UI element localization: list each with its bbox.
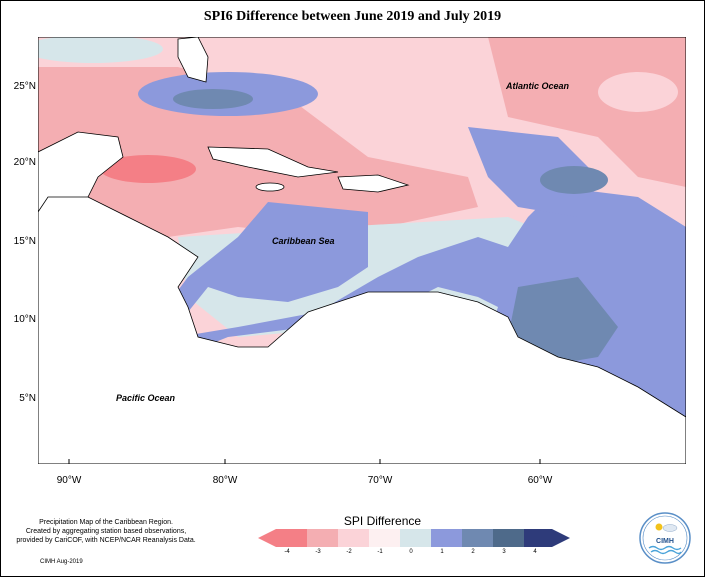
neutral-patch-gulf <box>38 37 163 63</box>
label-atlantic-ocean: Atlantic Ocean <box>506 81 570 91</box>
land-cuba <box>207 146 339 178</box>
lon-label-80w: 80°W <box>212 475 238 486</box>
lon-label-90w: 90°W <box>56 475 82 486</box>
lon-label-60w: 60°W <box>527 475 553 486</box>
logo-text: CIMH <box>656 538 674 545</box>
precipitation-map <box>38 37 686 464</box>
lat-label-15n: 15°N <box>13 236 36 247</box>
legend-colorbar <box>258 529 570 547</box>
light-patch-atlantic <box>598 72 678 112</box>
legend-tick-4: 4 <box>533 549 537 555</box>
legend-swatch-4 <box>369 529 400 547</box>
legend-tick-2: 2 <box>471 549 475 555</box>
cloud-icon <box>662 524 678 532</box>
legend-swatch-8 <box>493 529 524 547</box>
sun-icon <box>655 523 663 531</box>
legend-tick-m3: -3 <box>315 549 321 555</box>
map-title: SPI6 Difference between June 2019 and Ju… <box>203 9 502 24</box>
credit-line-3: provided by CariCOF, with NCEP/NCAR Rean… <box>16 537 196 544</box>
cimh-logo: CIMH <box>639 512 691 564</box>
land-hispaniola <box>337 174 410 193</box>
legend-tick-3: 3 <box>502 549 506 555</box>
lon-label-70w: 70°W <box>367 475 393 486</box>
legend-swatch-9 <box>524 529 552 547</box>
wave-icon <box>648 545 682 551</box>
lat-label-20n: 20°N <box>13 157 36 168</box>
wet-core-bahamas <box>173 89 253 109</box>
legend-swatch-1 <box>276 529 307 547</box>
wet-zone-antilles <box>468 127 598 217</box>
legend-tick-m1: -1 <box>377 549 383 555</box>
credit-block: Precipitation Map of the Caribbean Regio… <box>6 518 206 545</box>
lat-label-25n: 25°N <box>13 81 36 92</box>
legend-swatch-7 <box>462 529 493 547</box>
legend-arrow-right <box>552 529 570 547</box>
legend-tick-m2: -2 <box>346 549 352 555</box>
legend-swatch-2 <box>307 529 338 547</box>
label-caribbean-sea: Caribbean Sea <box>272 236 335 246</box>
logo-inner-ring <box>642 515 688 561</box>
legend-tick-1: 1 <box>440 549 444 555</box>
land-central-south-america <box>38 196 686 464</box>
wet-core-atlantic <box>540 166 608 194</box>
lat-label-10n: 10°N <box>13 314 36 325</box>
credit-footer: CIMH Aug-2019 <box>40 559 83 565</box>
credit-line-1: Precipitation Map of the Caribbean Regio… <box>39 519 173 526</box>
legend-tick-0: 0 <box>409 549 413 555</box>
legend-title: SPI Difference <box>343 514 422 528</box>
wet-core-guyana <box>508 277 618 367</box>
map-panel[interactable] <box>38 37 686 464</box>
legend-arrow-left <box>258 529 276 547</box>
wave-icon-2 <box>650 549 682 555</box>
dry-core-yucatan <box>100 155 196 183</box>
label-pacific-ocean: Pacific Ocean <box>116 393 176 403</box>
legend-swatch-5 <box>400 529 431 547</box>
land-florida <box>177 37 209 83</box>
legend-tick-m4: -4 <box>284 549 290 555</box>
credit-line-2: Created by aggregating station based obs… <box>25 528 187 535</box>
land-jamaica <box>255 182 285 192</box>
legend-swatch-3 <box>338 529 369 547</box>
legend-swatch-6 <box>431 529 462 547</box>
lat-label-5n: 5°N <box>19 393 36 404</box>
